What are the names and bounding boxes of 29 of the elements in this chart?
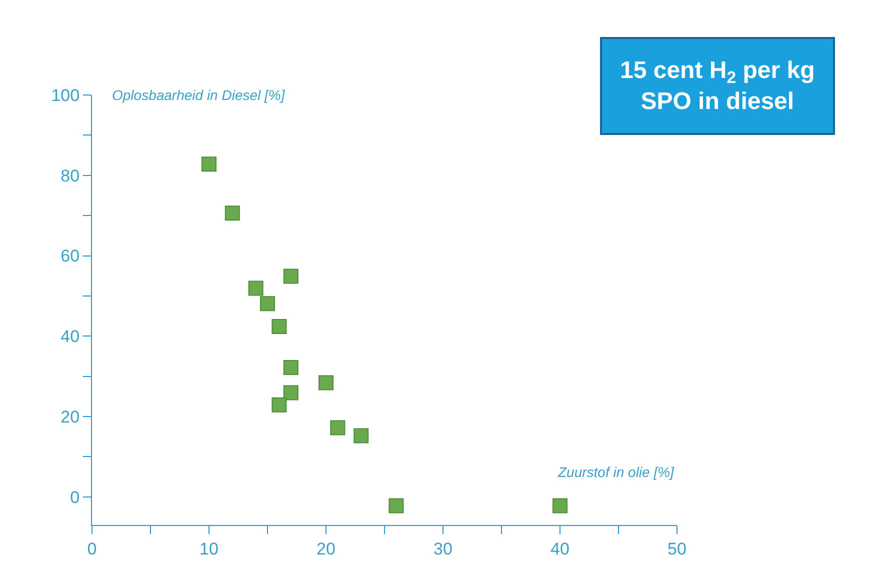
point [248, 280, 264, 296]
y-tick-label: 80 [60, 166, 80, 186]
point [283, 385, 298, 400]
annotation: 15 cent H$_{2}$ per kg SPO in diesel [620, 57, 815, 116]
x-tick-label: 0 [87, 539, 97, 558]
x-tick-label: 50 [668, 539, 686, 558]
point [283, 360, 298, 375]
point [272, 318, 287, 334]
point [202, 156, 216, 172]
point [224, 206, 240, 221]
x-tick-label: 20 [316, 539, 336, 558]
x-axis-title: Zuurstof in olie [%] [557, 464, 676, 480]
point [354, 428, 369, 444]
point [330, 420, 346, 436]
y-tick-label: 0 [70, 488, 80, 507]
y-axis-title: Oplosbaarheid in Diesel [%] [112, 87, 286, 103]
point [318, 375, 334, 390]
point [283, 268, 298, 284]
y-tick-label: 40 [60, 327, 80, 346]
point [388, 498, 404, 514]
y-tick-label: 100 [51, 86, 80, 105]
point [552, 498, 568, 514]
y-tick-label: 20 [60, 407, 80, 426]
point [272, 397, 287, 412]
x-tick-label: 30 [434, 539, 452, 558]
y-tick-label: 60 [60, 246, 80, 266]
x-tick-label: 10 [200, 539, 218, 558]
point [260, 296, 275, 312]
x-tick-label: 40 [550, 539, 570, 558]
